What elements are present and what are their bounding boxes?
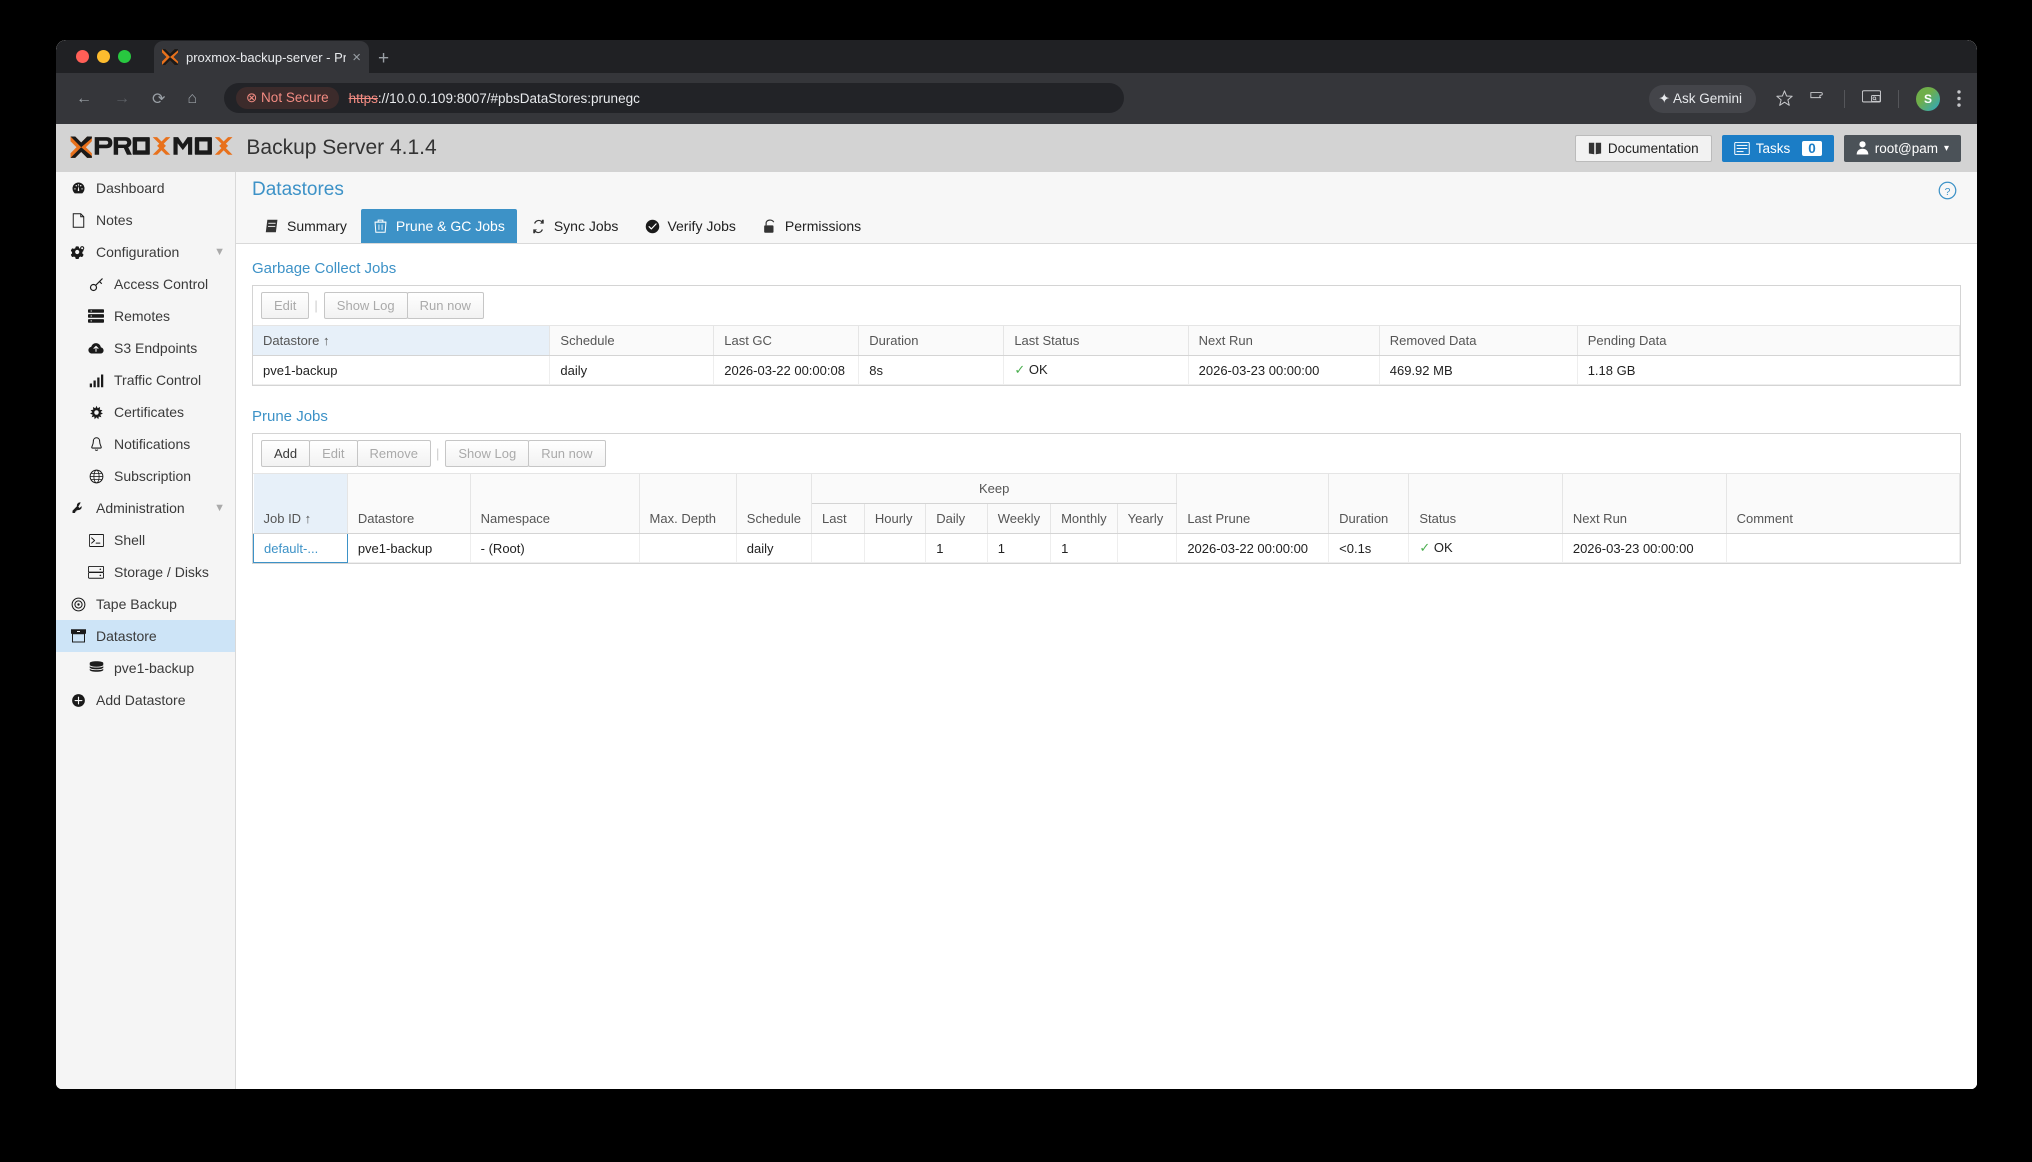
svg-text:?: ? [1945,187,1951,198]
